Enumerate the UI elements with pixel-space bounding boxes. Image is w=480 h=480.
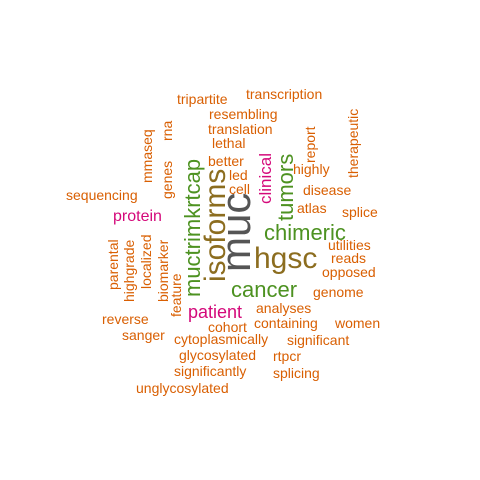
cloud-word: splicing (273, 365, 320, 381)
cloud-word: patient (188, 302, 242, 322)
cloud-word: cohort (208, 319, 247, 335)
cloud-word: atlas (297, 200, 327, 216)
cloud-word: led (229, 167, 248, 183)
cloud-word: localized (138, 235, 154, 289)
cloud-word: chimeric (264, 220, 346, 245)
cloud-word: significantly (174, 363, 246, 379)
cloud-word: muctrimkrtcap (180, 159, 205, 297)
cloud-word: cancer (231, 277, 297, 302)
cloud-word: sanger (122, 327, 165, 343)
cloud-word: opposed (322, 264, 376, 280)
cloud-word: cytoplasmically (174, 331, 268, 347)
cloud-word: biomarker (155, 239, 171, 302)
cloud-word: muc (212, 193, 259, 272)
cloud-word: containing (254, 315, 318, 331)
cloud-word: transcription (246, 86, 322, 102)
cloud-word: sequencing (66, 187, 138, 203)
cloud-word: splice (342, 204, 378, 220)
cloud-word: unglycosylated (136, 380, 229, 396)
cloud-word: translation (208, 121, 273, 137)
cloud-word: rna (159, 121, 175, 141)
cloud-word: clinical (256, 153, 275, 204)
cloud-word: protein (113, 208, 162, 225)
cloud-word: rtpcr (273, 348, 301, 364)
cloud-word: reads (331, 250, 366, 266)
cloud-word: feature (168, 273, 184, 317)
cloud-word: genes (159, 161, 175, 199)
cloud-word: genome (313, 284, 364, 300)
cloud-word: analyses (256, 300, 311, 316)
cloud-word: better (208, 153, 244, 169)
cloud-word: highgrade (121, 240, 137, 302)
cloud-word: therapeutic (345, 109, 361, 178)
cloud-word: parental (105, 239, 121, 290)
cloud-word: report (302, 126, 318, 163)
cloud-word: tumors (273, 154, 298, 221)
cloud-word: lethal (212, 135, 245, 151)
cloud-word: tripartite (177, 91, 228, 107)
cloud-word: mmaseq (139, 129, 155, 183)
cloud-word: disease (303, 182, 351, 198)
cloud-word: isoforms (199, 169, 232, 282)
cloud-word: women (334, 315, 380, 331)
cloud-word: significant (287, 332, 349, 348)
cloud-word: hgsc (254, 242, 317, 275)
cloud-word: reverse (102, 311, 149, 327)
cloud-word: glycosylated (179, 347, 256, 363)
cloud-word: cell (229, 181, 250, 197)
cloud-word: utilities (328, 237, 371, 253)
cloud-word: highly (293, 161, 330, 177)
cloud-word: resembling (209, 106, 277, 122)
